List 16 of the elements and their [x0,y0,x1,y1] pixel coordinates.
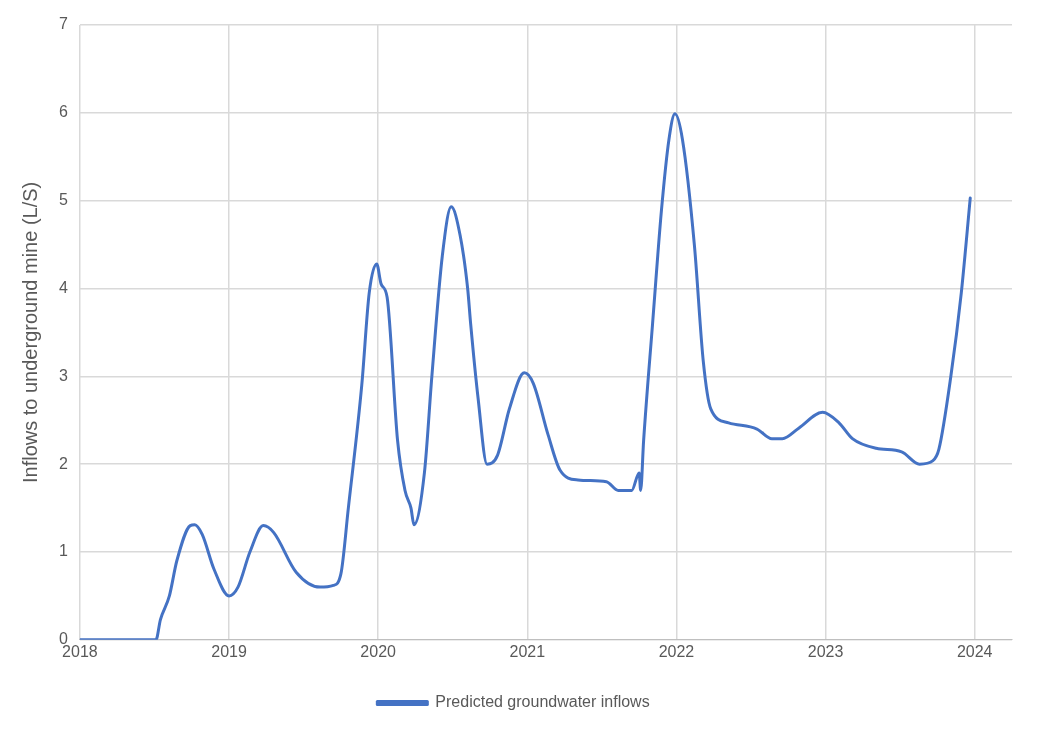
x-tick-label: 2019 [211,642,247,660]
y-tick-label: 3 [58,366,68,384]
legend-label: Predicted groundwater inflows [435,693,650,711]
x-tick-label: 2022 [658,642,695,660]
y-tick-label: 2 [58,454,68,472]
line-series [79,112,972,640]
x-tick-label: 2020 [360,642,397,660]
y-tick-label: 6 [58,103,68,121]
y-axis-title: Inflows to underground mine (L/S) [18,181,41,484]
x-tick-label: 2023 [807,642,844,660]
y-tick-label: 1 [58,542,68,560]
y-tick-label: 5 [58,191,68,209]
x-tick-label: 2021 [509,642,546,660]
x-tick-label: 2024 [956,642,993,660]
y-tick-label: 4 [58,278,68,296]
y-tick-label: 7 [58,15,68,33]
